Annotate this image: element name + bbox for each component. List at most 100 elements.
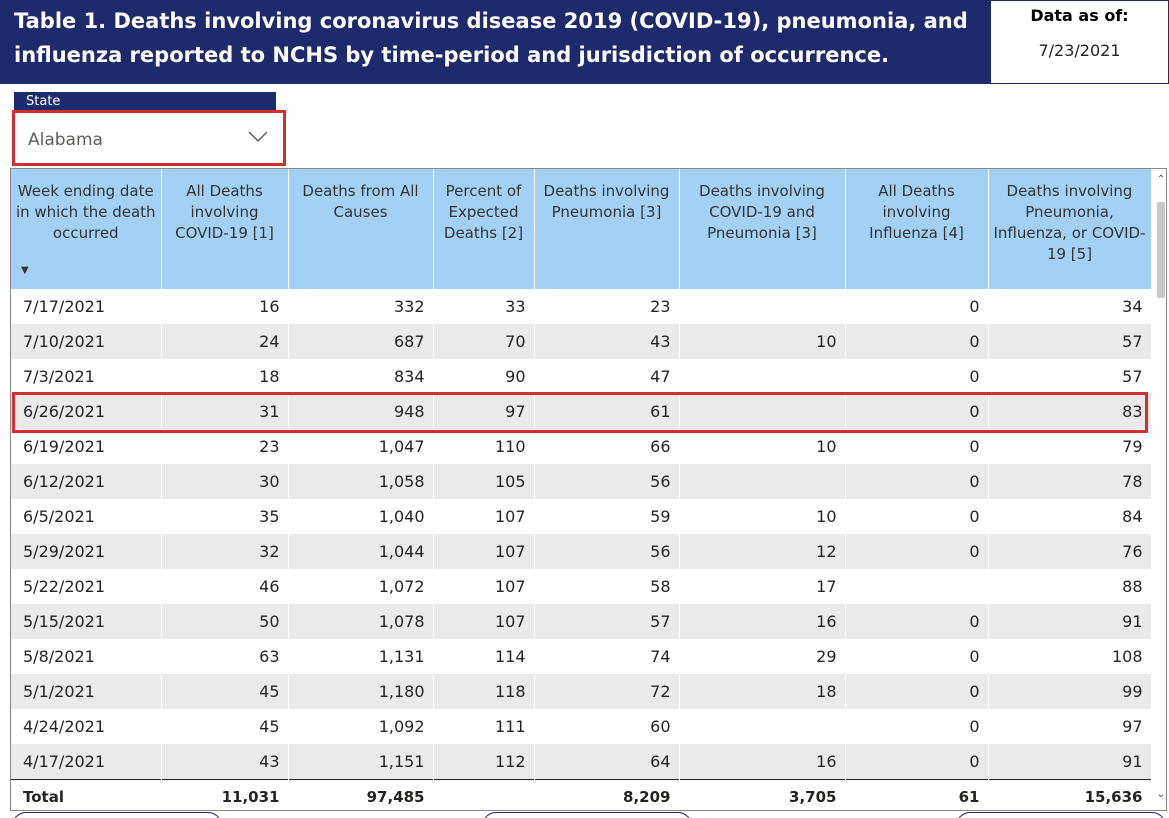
table-cell: 43	[161, 744, 289, 779]
table-row[interactable]: 5/8/2021 63 1,131 114 74 29 0 108	[11, 639, 1152, 674]
table-cell: 10	[679, 324, 846, 359]
table-cell	[679, 464, 846, 499]
total-cell: 3,705	[679, 778, 846, 810]
table-cell: 112	[433, 744, 535, 779]
table-cell: 76	[988, 534, 1152, 569]
table-cell: 948	[288, 394, 434, 429]
table-cell: 56	[534, 534, 680, 569]
table-cell: 10	[679, 499, 846, 534]
table-cell: 1,131	[288, 639, 434, 674]
total-cell: 11,031	[161, 778, 289, 810]
table-cell: 66	[534, 429, 680, 464]
table-cell: 30	[161, 464, 289, 499]
table-row[interactable]: 7/3/2021 18 834 90 47 0 57	[11, 359, 1152, 394]
table-cell: 5/15/2021	[11, 604, 162, 639]
table-cell: 91	[988, 744, 1152, 779]
table-cell: 70	[433, 324, 535, 359]
column-header[interactable]: Deaths from All Causes	[288, 169, 434, 289]
table-cell: 1,072	[288, 569, 434, 604]
table-scrollbar[interactable]: ⌃ ⌄	[1155, 172, 1167, 808]
table-cell: 1,092	[288, 709, 434, 744]
table-cell: 31	[161, 394, 289, 429]
table-cell	[679, 709, 846, 744]
table-cell: 61	[534, 394, 680, 429]
table-cell: 57	[988, 324, 1152, 359]
table-cell: 50	[161, 604, 289, 639]
bottom-tab-button[interactable]	[12, 812, 222, 818]
data-as-of-card: Data as of: 7/23/2021	[990, 0, 1169, 84]
table-cell: 43	[534, 324, 680, 359]
table-cell: 23	[161, 429, 289, 464]
table-cell: 72	[534, 674, 680, 709]
table-cell: 0	[845, 604, 989, 639]
column-header[interactable]: Deaths involving COVID-19 and Pneumonia …	[679, 169, 846, 289]
table-row[interactable]: 5/15/2021 50 1,078 107 57 16 0 91	[11, 604, 1152, 639]
state-dropdown-value: Alabama	[28, 130, 103, 150]
table-row[interactable]: 4/24/2021 45 1,092 111 60 0 97	[11, 709, 1152, 744]
table-cell: 110	[433, 429, 535, 464]
table-cell	[679, 289, 846, 324]
table-cell: 5/29/2021	[11, 534, 162, 569]
column-header[interactable]: Deaths involving Pneumonia, Influenza, o…	[988, 169, 1152, 289]
table-cell: 5/1/2021	[11, 674, 162, 709]
table-cell: 0	[845, 464, 989, 499]
table-row[interactable]: 6/26/2021 31 948 97 61 0 83	[11, 394, 1152, 429]
table-cell: 1,047	[288, 429, 434, 464]
table-cell: 108	[988, 639, 1152, 674]
chevron-up-icon[interactable]: ⌃	[1156, 174, 1166, 185]
table-cell: 7/10/2021	[11, 324, 162, 359]
column-header[interactable]: Percent of Expected Deaths [2]	[433, 169, 535, 289]
table-cell: 17	[679, 569, 846, 604]
table-row[interactable]: 6/19/2021 23 1,047 110 66 10 0 79	[11, 429, 1152, 464]
table-cell: 107	[433, 534, 535, 569]
table-row[interactable]: 4/17/2021 43 1,151 112 64 16 0 91	[11, 744, 1152, 779]
table-row[interactable]: 5/29/2021 32 1,044 107 56 12 0 76	[11, 534, 1152, 569]
table-cell: 1,040	[288, 499, 434, 534]
chevron-down-icon[interactable]	[248, 128, 268, 148]
column-header[interactable]: All Deaths involving COVID-19 [1]	[161, 169, 289, 289]
table-cell: 18	[161, 359, 289, 394]
bottom-tab-button[interactable]	[956, 812, 1166, 818]
table-cell: 29	[679, 639, 846, 674]
table-row[interactable]: 6/5/2021 35 1,040 107 59 10 0 84	[11, 499, 1152, 534]
table-cell: 4/24/2021	[11, 709, 162, 744]
column-header[interactable]: Week ending date in which the death occu…	[11, 169, 162, 289]
page-title: Table 1. Deaths involving coronavirus di…	[0, 0, 990, 84]
table-cell: 83	[988, 394, 1152, 429]
table-cell: 10	[679, 429, 846, 464]
column-header[interactable]: Deaths involving Pneumonia [3]	[534, 169, 680, 289]
table-cell	[845, 569, 989, 604]
total-cell: 97,485	[288, 778, 434, 810]
data-as-of-label: Data as of:	[1030, 6, 1129, 25]
table-cell: 1,151	[288, 744, 434, 779]
table-cell: 74	[534, 639, 680, 674]
table-cell	[679, 359, 846, 394]
table-cell: 1,058	[288, 464, 434, 499]
table-row[interactable]: 5/1/2021 45 1,180 118 72 18 0 99	[11, 674, 1152, 709]
total-cell: 61	[845, 778, 989, 810]
table-row[interactable]: 5/22/2021 46 1,072 107 58 17 88	[11, 569, 1152, 604]
chevron-down-icon[interactable]: ⌄	[1156, 789, 1166, 800]
data-table-container: Week ending date in which the death occu…	[10, 168, 1167, 811]
table-cell: 0	[845, 394, 989, 429]
sort-down-icon[interactable]: ▼	[21, 265, 29, 276]
table-cell: 7/17/2021	[11, 289, 162, 324]
table-cell: 5/8/2021	[11, 639, 162, 674]
scrollbar-thumb[interactable]	[1157, 202, 1165, 298]
table-cell: 24	[161, 324, 289, 359]
table-cell: 60	[534, 709, 680, 744]
table-cell: 0	[845, 499, 989, 534]
table-row[interactable]: 7/10/2021 24 687 70 43 10 0 57	[11, 324, 1152, 359]
column-header[interactable]: All Deaths involving Influenza [4]	[845, 169, 989, 289]
table-cell: 1,044	[288, 534, 434, 569]
table-row[interactable]: 7/17/2021 16 332 33 23 0 34	[11, 289, 1152, 324]
table-cell: 1,078	[288, 604, 434, 639]
table-total-row: Total 11,031 97,485 8,209 3,705 61 15,636	[11, 778, 1152, 810]
state-dropdown[interactable]: Alabama	[14, 112, 276, 156]
table-row[interactable]: 6/12/2021 30 1,058 105 56 0 78	[11, 464, 1152, 499]
table-cell: 6/26/2021	[11, 394, 162, 429]
table-cell: 6/5/2021	[11, 499, 162, 534]
table-cell: 1,180	[288, 674, 434, 709]
table-cell: 90	[433, 359, 535, 394]
bottom-tab-button[interactable]	[482, 812, 692, 818]
